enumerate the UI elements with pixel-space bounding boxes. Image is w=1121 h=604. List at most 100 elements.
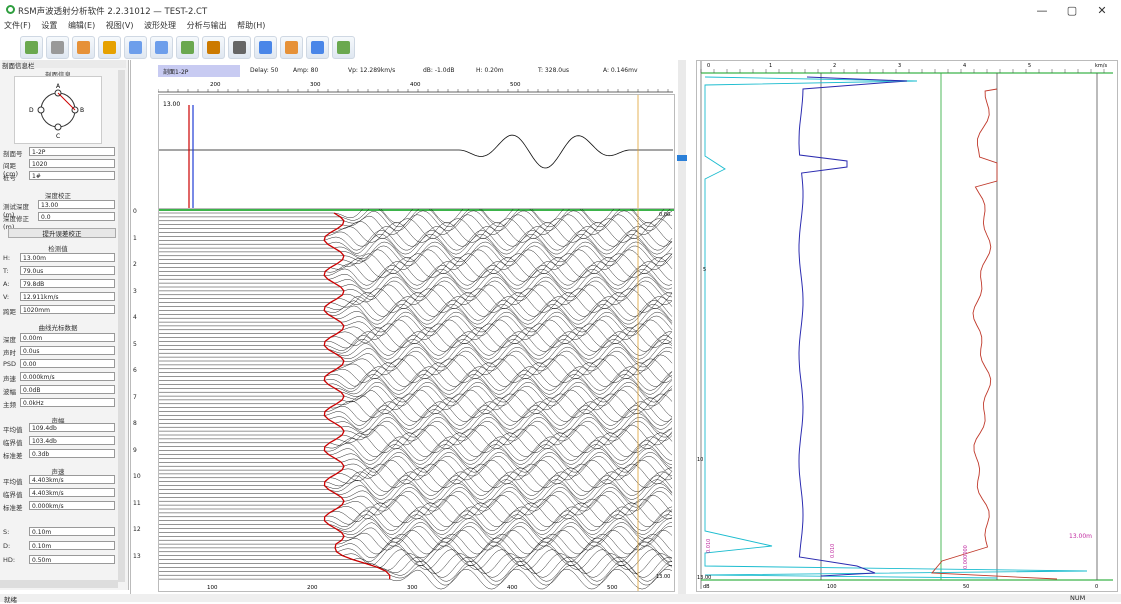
amp-avg-label: 平均值 bbox=[3, 426, 23, 434]
panel-scrollbar[interactable] bbox=[118, 70, 125, 582]
pipe-b-label: B bbox=[80, 107, 84, 114]
wave-icon bbox=[129, 41, 142, 54]
depth-tick-label: 9 bbox=[133, 446, 137, 454]
toolbar bbox=[20, 36, 360, 60]
maximize-button[interactable]: ▢ bbox=[1066, 4, 1078, 17]
cursor-freq-label: 主频 bbox=[3, 401, 16, 409]
amp-std-label: 标准差 bbox=[3, 452, 23, 460]
pipe-c-label: C bbox=[56, 133, 60, 140]
profile-name: 剖面1-2P bbox=[163, 69, 189, 76]
redo-button[interactable] bbox=[228, 36, 251, 59]
time-axis-label: 200 bbox=[307, 585, 318, 591]
section-title: 深度校正 bbox=[45, 192, 71, 200]
amp-critical-value: 103.4db bbox=[29, 436, 115, 445]
vertical-label: 0.000000 bbox=[963, 545, 969, 569]
undo-icon bbox=[207, 41, 220, 54]
curve-analysis-panel[interactable]: 0 1 2 3 4 5 km/s 5 10 13.00 13.00m 0.010… bbox=[696, 60, 1118, 592]
depth-correction-input[interactable]: 0.0 bbox=[38, 212, 115, 221]
edit-icon bbox=[181, 41, 194, 54]
ruler-label: 500 bbox=[510, 82, 521, 88]
amp-axis-unit: dB bbox=[703, 584, 710, 590]
menu-settings[interactable]: 设置 bbox=[41, 21, 58, 30]
report-button[interactable] bbox=[280, 36, 303, 59]
psd-curve bbox=[704, 76, 1088, 579]
test-depth-label: 测试深度(m) bbox=[3, 203, 29, 219]
waveform-area: 剖面1-2P Delay: 50 Amp: 80 Vp: 12.289km/s … bbox=[130, 60, 677, 595]
single-waveform-view[interactable]: 13.00 bbox=[158, 94, 675, 209]
print-button[interactable] bbox=[72, 36, 95, 59]
s-input[interactable]: 0.10m bbox=[29, 527, 115, 536]
section-title: 剖面信息 bbox=[45, 71, 71, 79]
cursor-speed-label: 声速 bbox=[3, 375, 16, 383]
depth-tick-label: 10 bbox=[133, 473, 141, 480]
speed-axis-label: 5 bbox=[1028, 63, 1031, 69]
waveform-waterfall[interactable]: 0.00 13.00 100 200 300 400 500 bbox=[158, 202, 675, 592]
info-button[interactable] bbox=[254, 36, 277, 59]
hd-label: HD: bbox=[3, 556, 16, 564]
a-value: A: 0.146mv bbox=[603, 67, 638, 74]
undo-button[interactable] bbox=[202, 36, 225, 59]
splitter-scrollbar[interactable] bbox=[678, 60, 686, 595]
ruler-label: 300 bbox=[310, 82, 321, 88]
section-title: 曲线光标数据 bbox=[38, 324, 78, 332]
speed-avg-label: 平均值 bbox=[3, 478, 23, 486]
a-label: A: bbox=[3, 280, 10, 288]
a-value: 79.8dB bbox=[20, 279, 115, 288]
single-wave-depth: 13.00 bbox=[163, 101, 180, 108]
depth-label: 10 bbox=[697, 457, 703, 463]
speed-axis-label: 1 bbox=[769, 63, 772, 69]
depth-tick-label: 4 bbox=[133, 314, 137, 321]
pile-label: 桩号 bbox=[3, 174, 16, 182]
menu-help[interactable]: 帮助(H) bbox=[237, 21, 266, 30]
cursor-depth-value: 0.00m bbox=[20, 333, 115, 342]
depth-tick-label: 7 bbox=[133, 393, 137, 401]
settings-button[interactable] bbox=[98, 36, 121, 59]
lift-error-correction-button[interactable]: 提升误差校正 bbox=[8, 228, 116, 238]
depth-value: 13.00m bbox=[1069, 533, 1092, 540]
delay-value: Delay: 50 bbox=[250, 67, 279, 74]
panel-horizontal-scrollbar[interactable] bbox=[0, 580, 118, 588]
menu-analysis-output[interactable]: 分析与输出 bbox=[186, 21, 227, 30]
pipe-distance-input[interactable]: 1020 bbox=[29, 159, 115, 168]
cursor-amp-label: 波幅 bbox=[3, 388, 16, 396]
time-axis-label: 400 bbox=[507, 585, 518, 591]
refresh-button[interactable] bbox=[306, 36, 329, 59]
time-axis-label: 500 bbox=[607, 585, 618, 591]
speed-axis-label: 4 bbox=[963, 63, 966, 69]
time-axis-label: 300 bbox=[407, 585, 418, 591]
edit-button[interactable] bbox=[176, 36, 199, 59]
speed-avg-value: 4.403km/s bbox=[29, 475, 115, 484]
close-button[interactable]: ✕ bbox=[1097, 4, 1107, 17]
profile-tag[interactable] bbox=[158, 65, 240, 77]
depth-tick-label: 1 bbox=[133, 234, 137, 242]
t-value: T: 328.0us bbox=[538, 67, 570, 74]
menu-file[interactable]: 文件(F) bbox=[4, 21, 31, 30]
hd-input[interactable]: 0.50m bbox=[29, 555, 115, 564]
depth-tick-label: 12 bbox=[133, 526, 141, 533]
export-button[interactable] bbox=[46, 36, 69, 59]
import-button[interactable] bbox=[20, 36, 43, 59]
profile-select[interactable]: 1-2P bbox=[29, 147, 115, 156]
splitter-thumb[interactable] bbox=[677, 155, 687, 161]
minimize-button[interactable]: — bbox=[1036, 4, 1048, 17]
single-waveform-trace bbox=[159, 134, 673, 169]
wave-button[interactable] bbox=[124, 36, 147, 59]
amp-avg-value: 109.4db bbox=[29, 423, 115, 432]
section-title: 检测值 bbox=[48, 245, 68, 253]
menu-edit[interactable]: 编辑(E) bbox=[67, 21, 96, 30]
d-input[interactable]: 0.10m bbox=[29, 541, 115, 550]
menu-view[interactable]: 视图(V) bbox=[105, 21, 134, 30]
pile-input[interactable]: 1# bbox=[29, 171, 115, 180]
pipe-distance-label: 间距(cm) bbox=[3, 162, 18, 178]
menu-wave-processing[interactable]: 波形处理 bbox=[144, 21, 177, 30]
menu-bar: 文件(F) 设置 编辑(E) 视图(V) 波形处理 分析与输出 帮助(H) bbox=[0, 20, 1121, 34]
speed-axis-unit: km/s bbox=[1095, 63, 1107, 69]
cursor-psd-label: PSD bbox=[3, 360, 17, 368]
chart-button[interactable] bbox=[332, 36, 355, 59]
cursor-psd-value: 0.00 bbox=[20, 359, 115, 368]
test-depth-input[interactable]: 13.00 bbox=[38, 200, 115, 209]
speed-axis-label: 2 bbox=[833, 63, 836, 69]
speed-axis-label: 0 bbox=[707, 63, 710, 69]
time-ruler: 200 300 400 500 bbox=[158, 82, 673, 93]
curve-button[interactable] bbox=[150, 36, 173, 59]
